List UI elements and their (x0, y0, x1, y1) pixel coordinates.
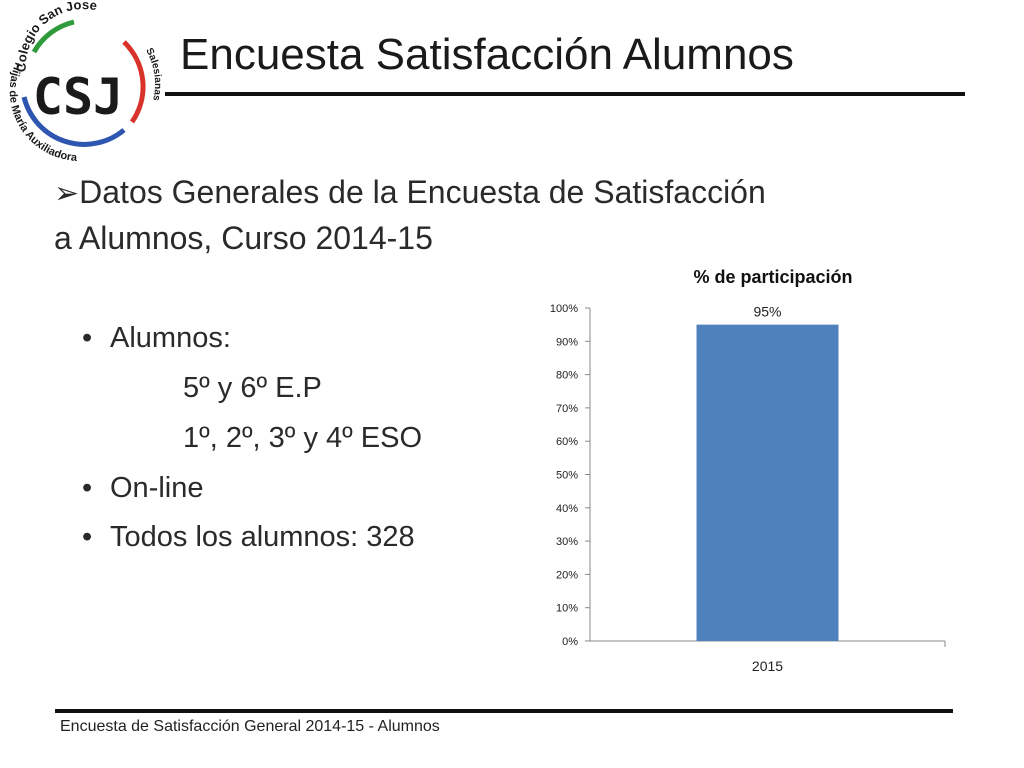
bullet-text: On-line (110, 472, 204, 504)
slide-title: Encuesta Satisfacción Alumnos (180, 30, 794, 79)
logo-right-text: Salesianas (143, 46, 162, 102)
footer-text: Encuesta de Satisfacción General 2014-15… (60, 718, 440, 735)
bullet-dot-icon: • (82, 521, 93, 553)
arrow-bullet-icon: ➢ (54, 176, 80, 211)
chart-axes: 0% 10% 20% 30% 40% 50% 60% 70% 80% 90% 100% 2015 (550, 303, 946, 674)
y-tick-label: 90% (556, 336, 578, 348)
y-tick-label: 0% (562, 636, 578, 648)
participation-chart: % de participación 0% 10% 20% 30% 40% 50% 60% 7… (550, 267, 946, 674)
bullet-text: Alumnos: (110, 322, 231, 354)
y-tick-label: 70% (556, 403, 578, 415)
school-logo: Colegio San José Hijas de María Auxiliad… (7, 2, 162, 162)
bullet-text: Todos los alumnos: 328 (110, 521, 415, 553)
logo-blue-arc (21, 96, 126, 147)
y-tick-label: 60% (556, 436, 578, 448)
title-underline (165, 92, 965, 96)
bullet-dot-icon: • (82, 322, 93, 354)
y-tick-label: 20% (556, 569, 578, 581)
logo-red-arc (122, 40, 146, 124)
y-tick-label: 80% (556, 370, 578, 382)
logo-top-text: Colegio San José (14, 2, 98, 72)
bar-2015 (696, 324, 839, 641)
y-tick-label: 50% (556, 470, 578, 482)
y-tick-label: 40% (556, 503, 578, 515)
y-tick-label: 30% (556, 536, 578, 548)
data-label: 95% (753, 304, 781, 320)
heading-line-1: Datos Generales de la Encuesta de Satisf… (79, 174, 766, 210)
footer-rule (55, 709, 953, 713)
sub-item-primaria: 5º y 6º E.P (183, 372, 322, 404)
heading-line-2: a Alumnos, Curso 2014-15 (54, 220, 433, 256)
chart-bars: 95% (696, 304, 839, 641)
section-heading: ➢Datos Generales de la Encuesta de Satis… (54, 170, 954, 260)
logo-green-arc (31, 19, 75, 54)
y-tick-label: 10% (556, 603, 578, 615)
y-tick-label: 100% (550, 303, 578, 315)
logo-letters: CSJ (33, 68, 123, 126)
sub-item-eso: 1º, 2º, 3º y 4º ESO (183, 422, 423, 454)
bullet-alumnos: • Alumnos: (82, 322, 231, 355)
bullet-dot-icon: • (82, 472, 93, 504)
x-tick-label: 2015 (752, 658, 783, 674)
bullet-online: • On-line (82, 472, 204, 505)
bullet-total: • Todos los alumnos: 328 (82, 521, 415, 554)
chart-title: % de participación (693, 267, 852, 287)
